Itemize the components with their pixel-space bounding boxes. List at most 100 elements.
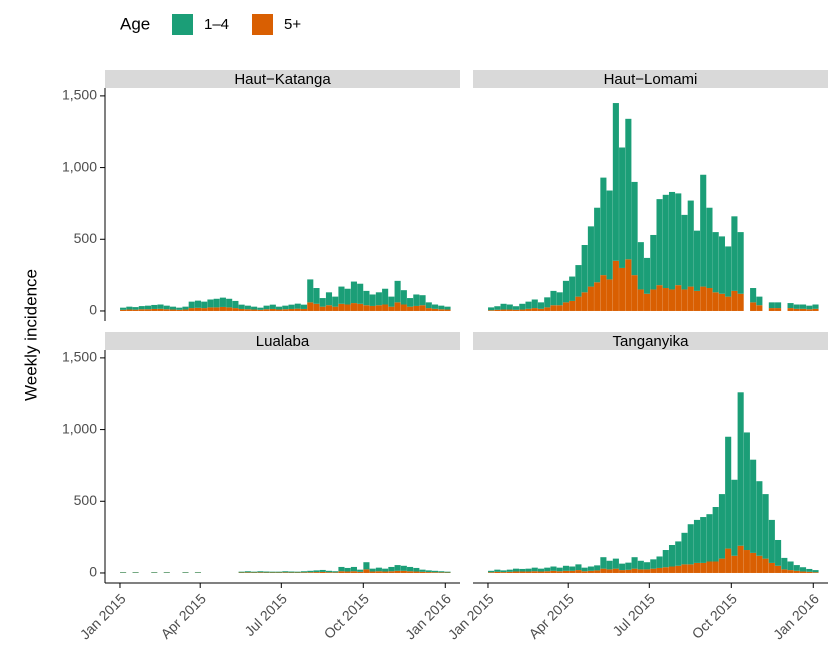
bar [257, 572, 264, 573]
bar [332, 572, 339, 573]
bar [194, 307, 202, 311]
bar [631, 557, 638, 569]
bar [276, 309, 283, 311]
bar [375, 305, 382, 311]
bar [531, 571, 538, 573]
bar [363, 569, 370, 573]
y-tick-label: 0 [89, 302, 97, 318]
bar [194, 572, 202, 573]
bar [625, 562, 632, 570]
bar [400, 570, 407, 573]
bar [562, 280, 570, 303]
bar [662, 194, 669, 289]
bar [562, 302, 570, 311]
bar [300, 571, 308, 573]
bar [612, 558, 619, 569]
bar [812, 304, 819, 309]
bar [512, 571, 520, 573]
bar [637, 242, 644, 290]
bar [756, 481, 763, 556]
bar [544, 567, 551, 572]
bar [768, 519, 775, 563]
bar [525, 308, 532, 311]
bar [531, 299, 538, 309]
x-tick-label: Jan 2015 [445, 590, 497, 642]
bar [282, 572, 289, 573]
bar [706, 561, 713, 573]
bar [525, 301, 532, 309]
bar [151, 304, 158, 309]
bar [319, 571, 326, 573]
bar [544, 571, 551, 573]
x-tick-label: Apr 2015 [525, 590, 577, 642]
bar [120, 309, 127, 311]
bar [238, 308, 245, 311]
legend-label: 5+ [284, 16, 301, 33]
bar [644, 562, 651, 570]
bar [400, 290, 407, 305]
bar [288, 571, 295, 573]
bar [637, 289, 644, 311]
bar [163, 309, 170, 311]
bar [712, 507, 719, 562]
bar [363, 305, 370, 311]
bar [700, 562, 707, 573]
bar [132, 309, 139, 311]
bar [194, 300, 202, 308]
bar [413, 567, 420, 572]
bar [706, 207, 713, 289]
bar [556, 305, 563, 311]
bar [519, 571, 526, 573]
bar [687, 564, 694, 573]
x-tick-label: Jan 2016 [770, 590, 822, 642]
bar [276, 306, 283, 310]
bar [232, 300, 239, 309]
bar [350, 281, 357, 304]
bar [294, 571, 301, 573]
bar [700, 517, 707, 563]
bar [213, 298, 220, 308]
bar [750, 459, 757, 553]
bar [238, 304, 245, 309]
bar [631, 181, 638, 276]
bar [750, 288, 757, 303]
bar [232, 308, 239, 311]
bar [338, 571, 345, 573]
bar [363, 562, 370, 570]
x-tick-label: Oct 2015 [689, 590, 741, 642]
bar [781, 569, 788, 573]
bar [675, 193, 682, 286]
bar [338, 566, 345, 572]
bar [394, 570, 401, 573]
bar [625, 118, 632, 260]
bar [257, 309, 264, 311]
bar [575, 564, 582, 571]
bar [687, 200, 694, 287]
bar [594, 207, 601, 283]
bar [144, 309, 152, 311]
bar [282, 571, 289, 573]
bar [556, 571, 563, 573]
bar [163, 305, 170, 310]
bar [569, 570, 576, 573]
bar [213, 307, 220, 311]
bar [319, 298, 326, 307]
bar [725, 436, 732, 549]
bar [594, 570, 601, 573]
bar [575, 296, 582, 311]
bar [332, 571, 339, 573]
bar [431, 572, 439, 573]
bar [357, 569, 364, 572]
bar [725, 246, 732, 297]
bar [793, 304, 800, 309]
x-tick-label: Jul 2015 [609, 590, 658, 639]
bar [438, 571, 445, 573]
bar [768, 302, 775, 309]
bar [606, 190, 613, 280]
bar [138, 309, 145, 311]
bar [350, 566, 357, 572]
bar [494, 306, 501, 310]
bar [369, 571, 376, 573]
bar [644, 257, 651, 294]
bar [718, 558, 725, 573]
